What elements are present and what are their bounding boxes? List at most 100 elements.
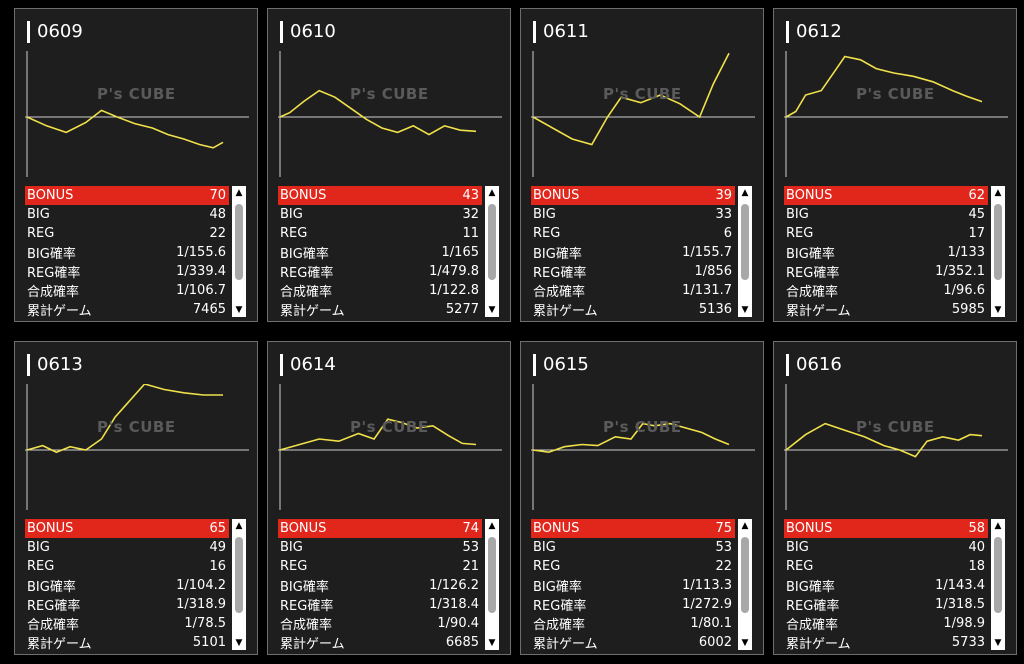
graph-line	[26, 109, 224, 149]
scroll-thumb[interactable]	[235, 537, 243, 613]
scrollbar[interactable]: ▲ ▼	[485, 519, 499, 650]
scroll-up-arrow-icon[interactable]: ▲	[741, 521, 749, 531]
scroll-up-arrow-icon[interactable]: ▲	[235, 188, 243, 198]
scroll-up-arrow-icon[interactable]: ▲	[741, 188, 749, 198]
machine-number: 0614	[280, 354, 336, 376]
scroll-down-arrow-icon[interactable]: ▼	[488, 638, 496, 648]
watermark-logo: P's CUBE	[350, 85, 429, 103]
scrollbar[interactable]: ▲ ▼	[991, 519, 1005, 650]
stat-row-big-rate: BIG確率 1/126.2	[278, 576, 482, 595]
machine-card[interactable]: 0613 P's CUBE BONUS 65 BIG 49 REG 16 BIG…	[14, 341, 258, 655]
stat-value: 5985	[951, 302, 985, 317]
stat-label: BIG	[27, 207, 50, 222]
stat-row-bonus: BONUS 75	[531, 519, 735, 538]
stat-value: 18	[968, 559, 985, 574]
stat-label: BONUS	[280, 521, 327, 536]
stat-value: 1/143.4	[935, 578, 985, 593]
stat-row-big: BIG 45	[784, 205, 988, 224]
machine-card[interactable]: 0614 P's CUBE BONUS 74 BIG 53 REG 21 BIG…	[267, 341, 511, 655]
stat-label: BIG確率	[533, 580, 582, 595]
scroll-thumb[interactable]	[235, 204, 243, 280]
stat-value: 1/856	[694, 264, 732, 279]
stat-row-bonus: BONUS 62	[784, 186, 988, 205]
machine-card[interactable]: 0615 P's CUBE BONUS 75 BIG 53 REG 22 BIG…	[520, 341, 764, 655]
stat-label: 累計ゲーム	[27, 637, 92, 652]
scroll-down-arrow-icon[interactable]: ▼	[235, 638, 243, 648]
scroll-thumb[interactable]	[741, 537, 749, 613]
scroll-thumb[interactable]	[741, 204, 749, 280]
stat-value: 1/122.8	[429, 283, 479, 298]
stat-row-bonus: BONUS 43	[278, 186, 482, 205]
stat-row-games: 累計ゲーム 5277	[278, 300, 482, 319]
stat-value: 5733	[951, 635, 985, 650]
stat-value: 6002	[698, 635, 732, 650]
machine-number: 0610	[280, 21, 336, 43]
machine-card[interactable]: 0612 P's CUBE BONUS 62 BIG 45 REG 17 BIG…	[773, 8, 1017, 322]
stats-table: BONUS 65 BIG 49 REG 16 BIG確率 1/104.2 REG…	[25, 519, 229, 652]
scroll-up-arrow-icon[interactable]: ▲	[994, 521, 1002, 531]
stat-label: REG確率	[533, 599, 587, 614]
scroll-up-arrow-icon[interactable]: ▲	[488, 521, 496, 531]
machine-card[interactable]: 0609 P's CUBE BONUS 70 BIG 48 REG 22 BIG…	[14, 8, 258, 322]
stat-value: 11	[462, 226, 479, 241]
scroll-thumb[interactable]	[488, 204, 496, 280]
stat-value: 1/318.4	[429, 597, 479, 612]
stat-label: BIG確率	[27, 580, 76, 595]
stat-label: BIG	[280, 540, 303, 555]
stat-label: 合成確率	[27, 285, 80, 300]
scrollbar[interactable]: ▲ ▼	[991, 186, 1005, 317]
stat-label: BIG	[280, 207, 303, 222]
stat-label: REG	[786, 226, 814, 241]
stat-value: 75	[715, 521, 732, 536]
scroll-thumb[interactable]	[994, 537, 1002, 613]
machine-number: 0612	[786, 21, 842, 43]
scrollbar[interactable]: ▲ ▼	[738, 186, 752, 317]
scroll-down-arrow-icon[interactable]: ▼	[741, 638, 749, 648]
stat-label: 累計ゲーム	[533, 304, 598, 319]
scrollbar[interactable]: ▲ ▼	[232, 186, 246, 317]
stat-label: REG確率	[533, 266, 587, 281]
scroll-thumb[interactable]	[488, 537, 496, 613]
machine-card[interactable]: 0611 P's CUBE BONUS 39 BIG 33 REG 6 BIG確…	[520, 8, 764, 322]
slump-graph	[784, 51, 1008, 177]
stat-value: 1/318.9	[176, 597, 226, 612]
scroll-down-arrow-icon[interactable]: ▼	[488, 305, 496, 315]
stat-value: 1/113.3	[682, 578, 732, 593]
stat-value: 74	[462, 521, 479, 536]
stat-row-big-rate: BIG確率 1/143.4	[784, 576, 988, 595]
scroll-down-arrow-icon[interactable]: ▼	[994, 305, 1002, 315]
scroll-down-arrow-icon[interactable]: ▼	[741, 305, 749, 315]
stat-label: REG	[533, 226, 561, 241]
stat-row-bonus: BONUS 65	[25, 519, 229, 538]
stat-row-big-rate: BIG確率 1/155.7	[531, 243, 735, 262]
stat-label: 累計ゲーム	[533, 637, 598, 652]
scrollbar[interactable]: ▲ ▼	[738, 519, 752, 650]
scrollbar[interactable]: ▲ ▼	[485, 186, 499, 317]
machine-card[interactable]: 0616 P's CUBE BONUS 58 BIG 40 REG 18 BIG…	[773, 341, 1017, 655]
machine-number: 0611	[533, 21, 589, 43]
slump-graph	[25, 51, 249, 177]
stat-value: 1/80.1	[690, 616, 732, 631]
scroll-thumb[interactable]	[994, 204, 1002, 280]
machine-number: 0609	[27, 21, 83, 43]
stat-value: 1/339.4	[176, 264, 226, 279]
stat-value: 48	[209, 207, 226, 222]
scroll-down-arrow-icon[interactable]: ▼	[235, 305, 243, 315]
stat-value: 1/131.7	[682, 283, 732, 298]
stat-row-total-rate: 合成確率 1/90.4	[278, 614, 482, 633]
stat-label: BIG	[533, 540, 556, 555]
stat-label: REG確率	[280, 266, 334, 281]
stat-row-reg: REG 6	[531, 224, 735, 243]
machine-card[interactable]: 0610 P's CUBE BONUS 43 BIG 32 REG 11 BIG…	[267, 8, 511, 322]
scroll-up-arrow-icon[interactable]: ▲	[235, 521, 243, 531]
scroll-down-arrow-icon[interactable]: ▼	[994, 638, 1002, 648]
scroll-up-arrow-icon[interactable]: ▲	[488, 188, 496, 198]
stat-value: 1/106.7	[176, 283, 226, 298]
stat-row-bonus: BONUS 70	[25, 186, 229, 205]
scroll-up-arrow-icon[interactable]: ▲	[994, 188, 1002, 198]
stat-row-total-rate: 合成確率 1/122.8	[278, 281, 482, 300]
watermark-logo: P's CUBE	[97, 418, 176, 436]
scrollbar[interactable]: ▲ ▼	[232, 519, 246, 650]
stat-row-games: 累計ゲーム 6002	[531, 633, 735, 652]
stat-row-games: 累計ゲーム 5136	[531, 300, 735, 319]
